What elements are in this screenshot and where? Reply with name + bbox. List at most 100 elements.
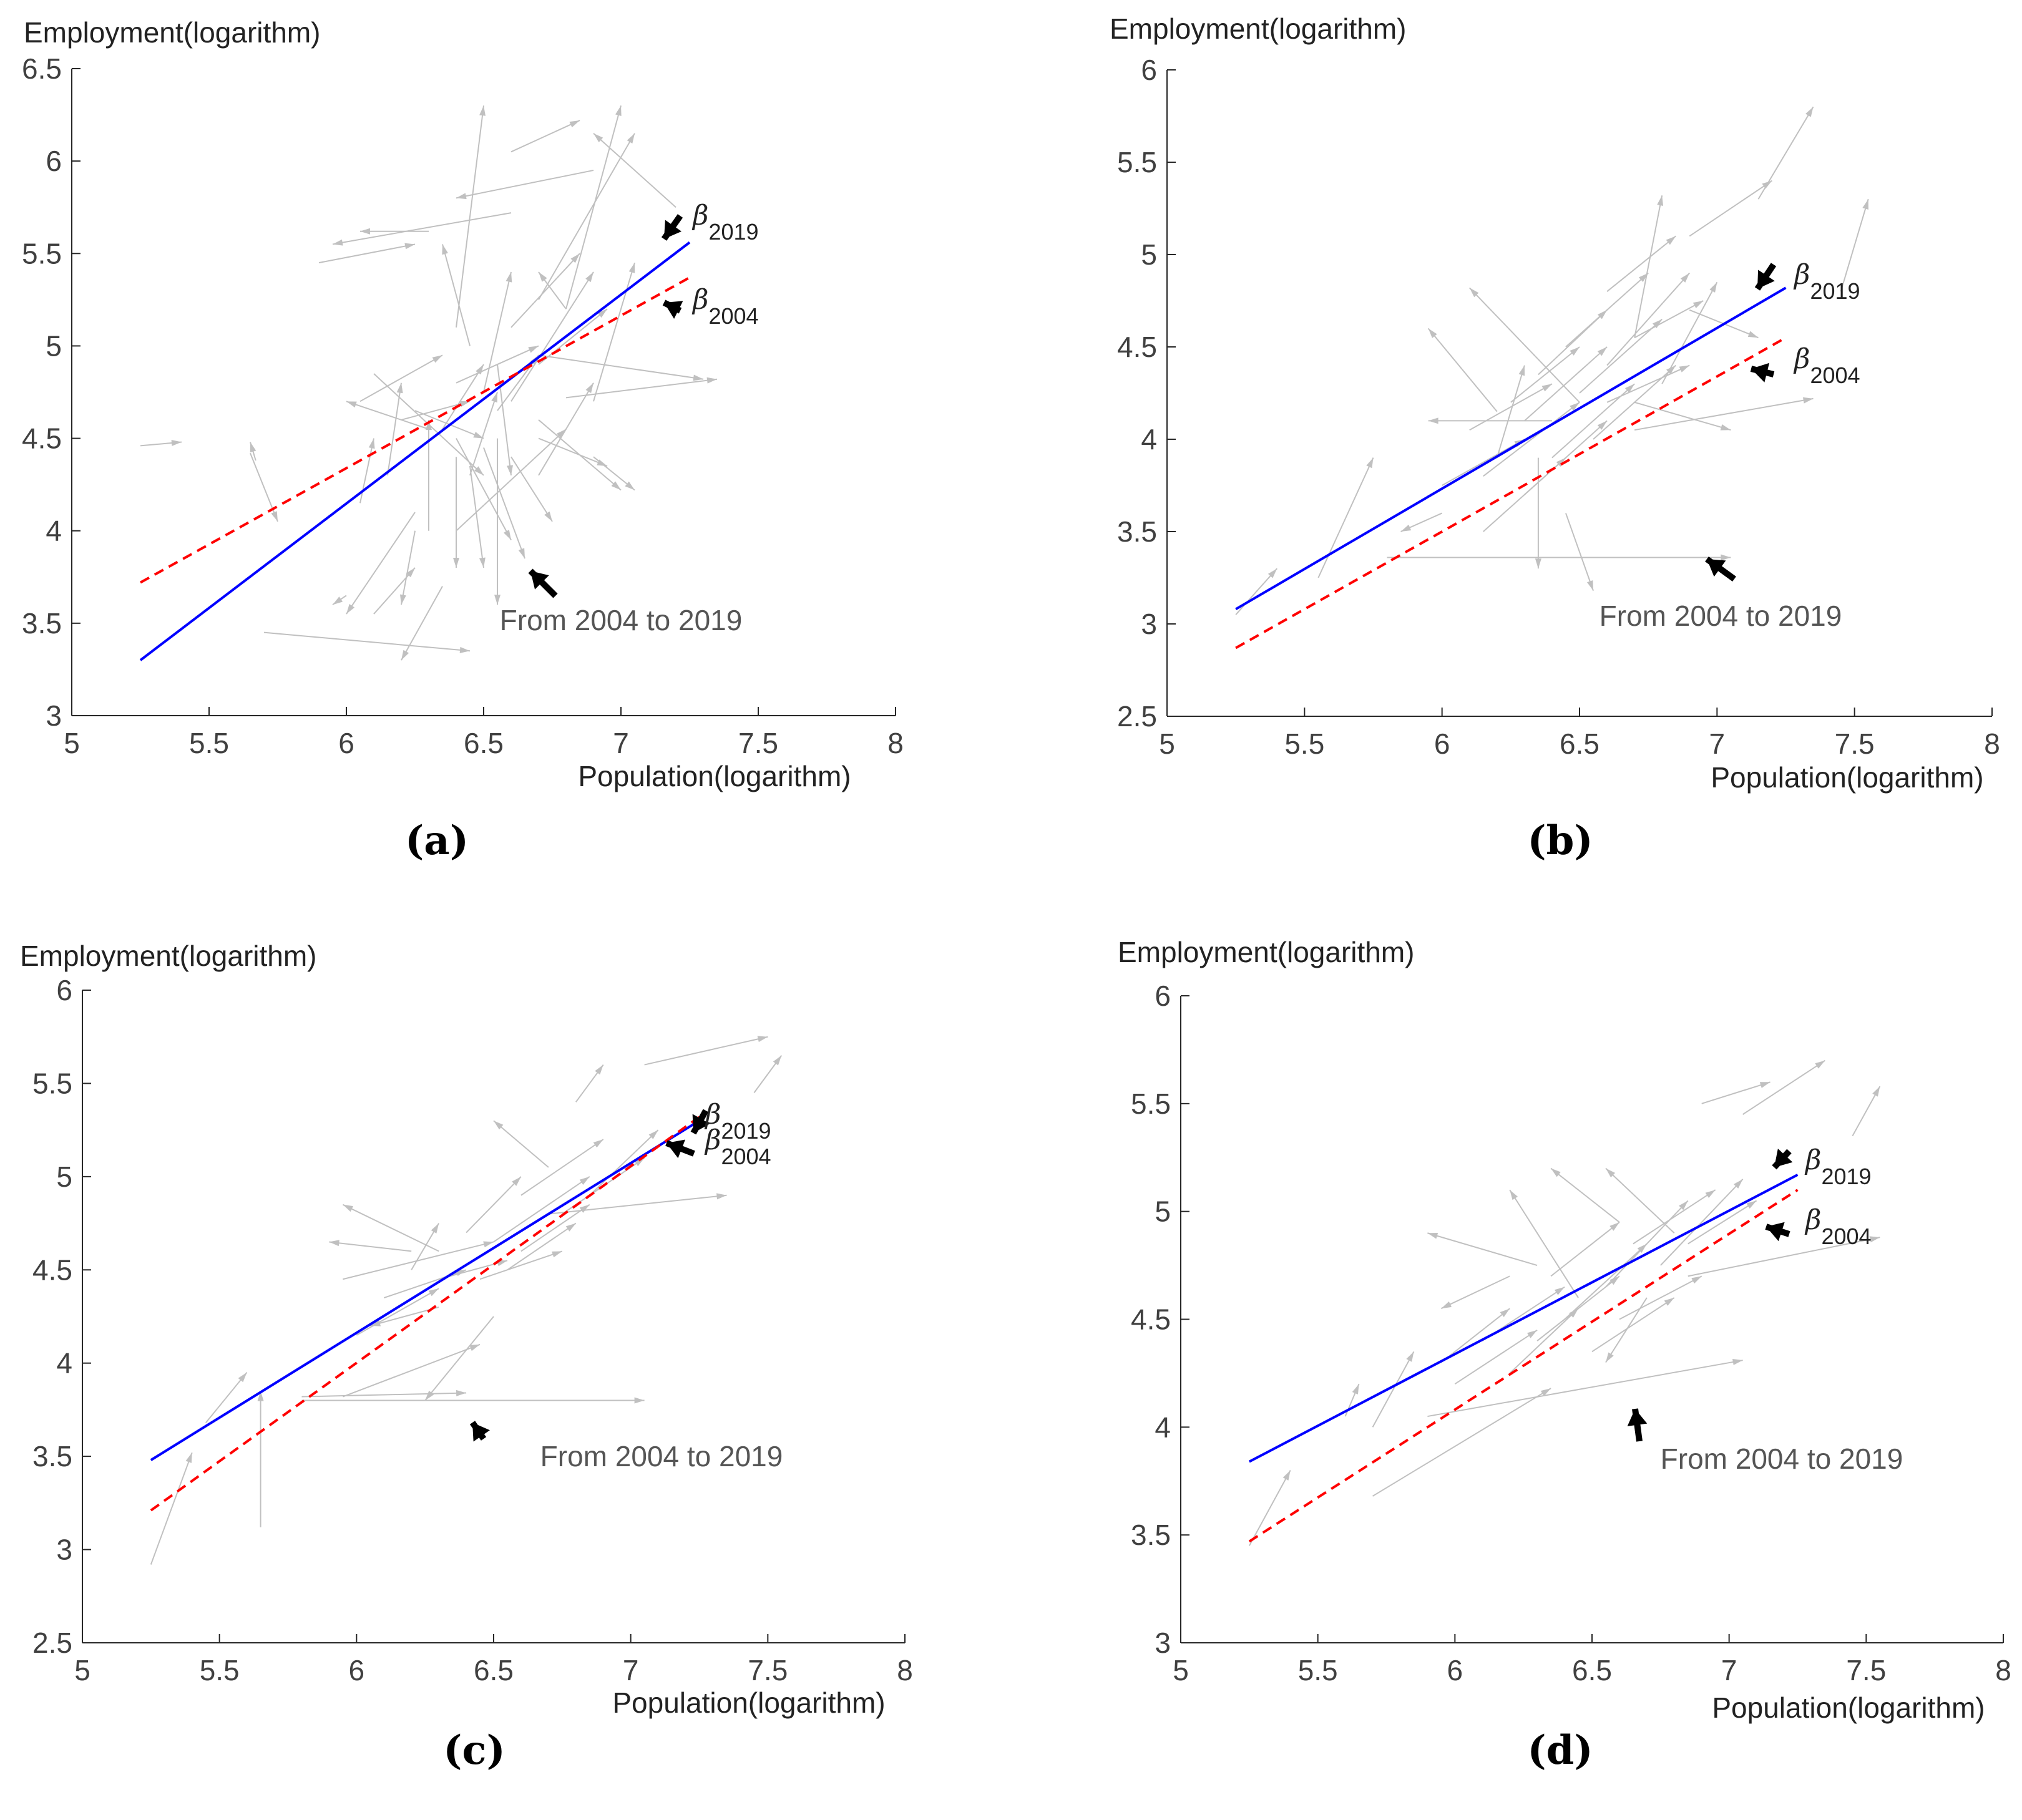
movement-arrowhead <box>1556 457 1566 467</box>
movement-arrow <box>510 456 553 522</box>
movement-arrow <box>150 1452 193 1565</box>
y-tick-label: 5.5 <box>22 237 62 270</box>
movement-arrow <box>520 1139 604 1196</box>
movement-arrowhead <box>368 438 375 449</box>
beta-2019-label: β2019 <box>1804 1144 1872 1189</box>
regression-line-2004 <box>1248 1189 1799 1543</box>
movement-arrowhead <box>506 271 512 283</box>
movement-arrowhead <box>1597 421 1608 430</box>
movement-arrowhead <box>185 1453 192 1463</box>
movement-arrow <box>1564 1243 1648 1320</box>
annotation-text: From 2004 to 2019 <box>500 604 743 636</box>
movement-arrowhead <box>634 1397 645 1404</box>
movement-arrowhead <box>442 244 448 255</box>
movement-arrowhead <box>503 530 511 540</box>
y-tick-label: 4.5 <box>1117 331 1157 363</box>
movement-arrowhead <box>1802 397 1814 404</box>
chart-d-svg: 5 5.5 6 6.5 7 7.5 8 3 3.5 4 4.5 5 5.5 6 Employment(log… <box>1118 936 2011 1724</box>
x-tick-label: 5 <box>64 727 80 759</box>
movement-arrowhead <box>370 1320 381 1326</box>
x-tick-label: 8 <box>897 1654 913 1686</box>
x-tick-label: 6.5 <box>1560 728 1600 760</box>
movement-arrowhead <box>431 1223 439 1234</box>
movement-arrow <box>1591 1297 1675 1353</box>
movement-arrowhead <box>597 459 607 467</box>
movement-arrowhead <box>473 431 484 439</box>
movement-arrowhead <box>428 1288 439 1297</box>
movement-arrowhead <box>597 309 607 318</box>
movement-arrowhead <box>1570 347 1580 356</box>
movement-arrow <box>1235 568 1278 615</box>
movement-arrowhead <box>1400 524 1412 532</box>
movement-arrowhead <box>544 511 552 522</box>
regression-line-2019 <box>150 1119 700 1461</box>
x-axis-label: Population(logarithm) <box>1711 761 1983 794</box>
movement-arrowhead <box>456 193 467 200</box>
movement-arrowhead <box>1733 1179 1743 1189</box>
x-tick-label: 7 <box>1709 728 1726 760</box>
y-tick-label: 4 <box>1155 1411 1171 1443</box>
movement-arrow <box>1469 383 1553 431</box>
movement-arrow <box>589 1129 659 1196</box>
movement-arrow <box>1687 1237 1880 1277</box>
x-tick-label: 6 <box>338 727 354 759</box>
movement-arrowhead <box>1746 1200 1757 1209</box>
movement-arrowhead <box>593 133 603 143</box>
movement-arrow <box>565 105 622 309</box>
movement-arrow <box>538 437 608 467</box>
movement-arrow <box>538 354 704 380</box>
movement-arrowhead <box>579 1176 590 1185</box>
x-tick-label: 7.5 <box>1846 1654 1886 1686</box>
pointer-2019-head <box>1757 270 1775 289</box>
movement-arrowhead <box>627 133 635 144</box>
movement-arrowhead <box>400 594 406 605</box>
movement-arrowhead <box>1872 1086 1880 1097</box>
movement-arrowhead <box>1609 1222 1619 1231</box>
movement-arrowhead <box>1267 568 1277 578</box>
movement-arrow <box>356 1288 439 1336</box>
regression-line-2019 <box>139 241 691 661</box>
movement-arrowhead <box>648 1130 658 1139</box>
movement-arrowhead <box>757 1036 768 1043</box>
movement-arrow <box>263 631 471 652</box>
movement-arrow <box>1550 1167 1620 1223</box>
movement-arrowhead <box>479 557 486 568</box>
movement-arrow <box>1660 1179 1744 1266</box>
movement-arrowhead <box>343 1204 353 1212</box>
movement-arrowhead <box>1869 1236 1880 1243</box>
pointer-2004-head <box>664 301 683 319</box>
movement-arrow <box>1440 1275 1510 1310</box>
movement-arrowhead <box>401 650 409 661</box>
movement-arrowhead <box>456 1270 467 1277</box>
movement-arrow <box>1440 1308 1510 1363</box>
movement-arrowhead <box>171 439 182 446</box>
y-tick-label: 4 <box>56 1347 72 1380</box>
movement-arrow <box>442 244 471 346</box>
y-tick-label: 3.5 <box>32 1440 72 1472</box>
y-axis-label: Employment(logarithm) <box>24 16 320 49</box>
pointer-annotation-head <box>1627 1409 1648 1426</box>
movement-arrow <box>1427 328 1498 412</box>
movement-arrowhead <box>565 1223 576 1232</box>
pointer-2004-head <box>1751 363 1770 382</box>
movement-arrowhead <box>1427 1232 1438 1239</box>
movement-arrowhead <box>569 120 580 128</box>
movement-arrow <box>493 1176 590 1243</box>
movement-arrow <box>1372 1388 1551 1497</box>
movement-arrow <box>1840 198 1869 292</box>
movement-arrow <box>479 1250 563 1280</box>
movement-arrowhead <box>512 1176 521 1186</box>
movement-arrow <box>370 1307 439 1326</box>
movement-arrow <box>1565 272 1649 348</box>
movement-arrow <box>346 512 416 615</box>
x-tick-label: 7 <box>613 727 629 759</box>
movement-arrow <box>1427 1360 1743 1418</box>
y-tick-label: 4 <box>1141 423 1157 455</box>
regression-line-2004 <box>1235 336 1787 650</box>
movement-arrow <box>373 567 416 615</box>
beta-2019-label: β2019 <box>704 1099 771 1144</box>
x-tick-label: 8 <box>887 727 904 759</box>
movement-arrowhead <box>1282 1470 1291 1481</box>
movement-arrow <box>538 133 635 300</box>
movement-arrowhead <box>570 253 580 263</box>
